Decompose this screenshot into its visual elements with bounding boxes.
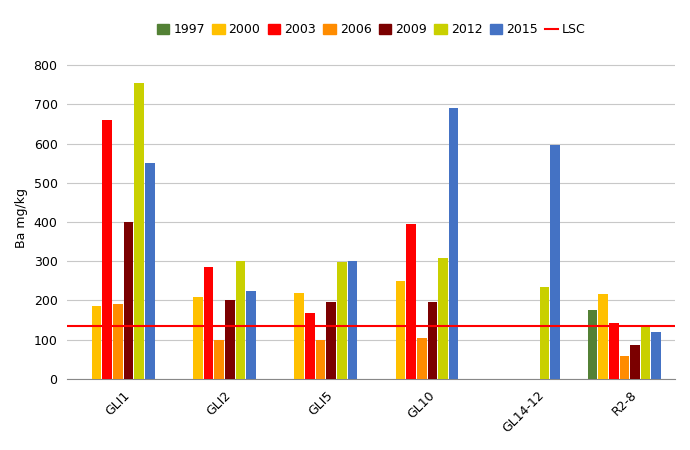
Bar	[449, 108, 458, 379]
Bar	[92, 306, 101, 379]
Bar	[326, 302, 336, 379]
Bar	[316, 340, 325, 379]
Bar	[406, 224, 416, 379]
Bar	[540, 287, 549, 379]
Bar	[620, 356, 629, 379]
Bar	[641, 327, 651, 379]
Bar	[193, 297, 203, 379]
Bar	[348, 261, 357, 379]
Bar	[103, 120, 112, 379]
Bar	[609, 323, 618, 379]
Bar	[113, 304, 123, 379]
Bar	[225, 300, 235, 379]
Bar	[417, 338, 426, 379]
Bar	[651, 332, 661, 379]
Legend: 1997, 2000, 2003, 2006, 2009, 2012, 2015, LSC: 1997, 2000, 2003, 2006, 2009, 2012, 2015…	[152, 18, 591, 41]
Bar	[246, 291, 256, 379]
Bar	[124, 222, 133, 379]
Bar	[438, 258, 448, 379]
Bar	[598, 294, 608, 379]
Bar	[337, 262, 346, 379]
Bar	[428, 302, 437, 379]
Bar	[145, 163, 155, 379]
Y-axis label: Ba mg/kg: Ba mg/kg	[15, 188, 28, 248]
Bar	[305, 313, 315, 379]
Bar	[588, 310, 598, 379]
Bar	[215, 340, 224, 379]
Bar	[295, 292, 304, 379]
Bar	[550, 145, 560, 379]
Bar	[630, 346, 640, 379]
Bar	[395, 281, 405, 379]
Bar	[236, 261, 245, 379]
Bar	[204, 267, 213, 379]
Bar	[135, 83, 144, 379]
